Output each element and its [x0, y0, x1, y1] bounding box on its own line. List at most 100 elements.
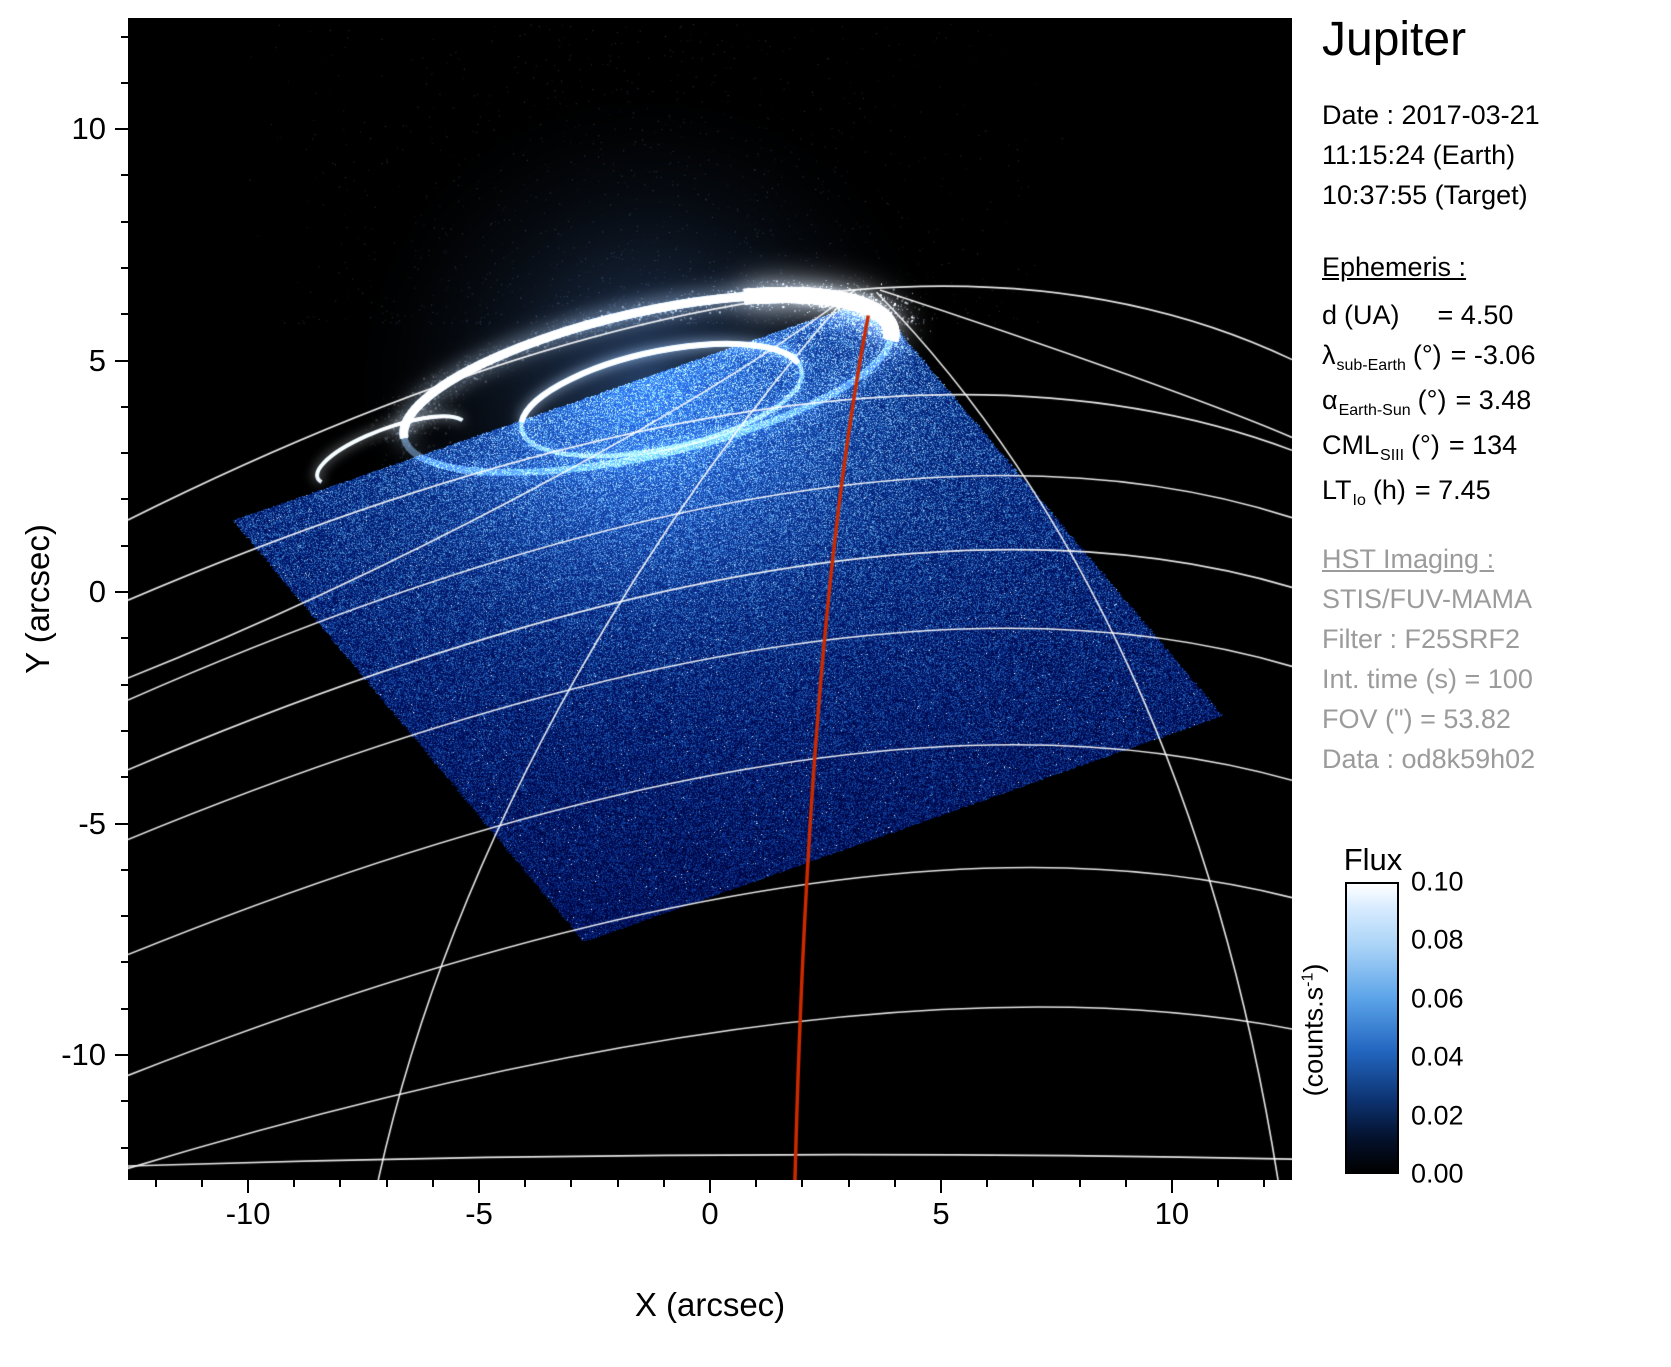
- y-minor-tick: [121, 730, 128, 732]
- y-major-tick: [115, 128, 128, 130]
- y-minor-tick: [121, 452, 128, 454]
- ephemeris-row-distance: d (UA) = 4.50: [1322, 295, 1666, 335]
- x-minor-tick: [755, 1180, 757, 1187]
- x-minor-tick: [1079, 1180, 1081, 1187]
- x-major-tick: [1171, 1180, 1173, 1193]
- x-axis-title: X (arcsec): [635, 1286, 785, 1324]
- x-minor-tick: [293, 1180, 295, 1187]
- y-minor-tick: [121, 221, 128, 223]
- ephemeris-heading: Ephemeris :: [1322, 247, 1666, 287]
- y-major-tick: [115, 823, 128, 825]
- ephemeris-unit: (°): [1413, 340, 1442, 370]
- y-tick-label: -10: [61, 1037, 106, 1073]
- y-minor-tick: [121, 1008, 128, 1010]
- hst-line-instrument: STIS/FUV-MAMA: [1322, 579, 1666, 619]
- aurora-image-canvas: [128, 18, 1292, 1180]
- x-minor-tick: [570, 1180, 572, 1187]
- x-minor-tick: [848, 1180, 850, 1187]
- x-major-tick: [478, 1180, 480, 1193]
- x-major-tick: [709, 1180, 711, 1193]
- colorbar-tick-label: 0.08: [1411, 925, 1464, 956]
- hst-line-data-id: Data : od8k59h02: [1322, 739, 1666, 779]
- ephemeris-value: = 4.50: [1438, 300, 1514, 330]
- ephemeris-subscript: Earth-Sun: [1339, 402, 1411, 419]
- y-minor-tick: [121, 545, 128, 547]
- page-title: Jupiter: [1322, 14, 1666, 67]
- y-tick-label: 10: [72, 111, 106, 147]
- ephemeris-value: = 7.45: [1415, 475, 1491, 505]
- ephemeris-unit: (UA): [1344, 300, 1400, 330]
- y-minor-tick: [121, 1147, 128, 1149]
- x-minor-tick: [201, 1180, 203, 1187]
- hst-line-filter: Filter : F25SRF2: [1322, 619, 1666, 659]
- colorbar-tick-label: 0.00: [1411, 1159, 1464, 1190]
- ephemeris-row-lt-io: LTIo (h) = 7.45: [1322, 470, 1666, 515]
- x-tick-label: -5: [465, 1196, 493, 1232]
- ephemeris-row-alpha-earth-sun: αEarth-Sun (°) = 3.48: [1322, 380, 1666, 425]
- y-tick-label: 5: [89, 343, 106, 379]
- x-minor-tick: [1032, 1180, 1034, 1187]
- ephemeris-subscript: sub-Earth: [1337, 357, 1406, 374]
- x-tick-label: 10: [1155, 1196, 1189, 1232]
- ephemeris-symbol: CML: [1322, 430, 1379, 460]
- x-minor-tick: [617, 1180, 619, 1187]
- y-minor-tick: [121, 82, 128, 84]
- time-earth-line: 11:15:24 (Earth): [1322, 135, 1666, 175]
- x-major-tick: [247, 1180, 249, 1193]
- ephemeris-unit: (h): [1373, 475, 1406, 505]
- y-minor-tick: [121, 961, 128, 963]
- hst-imaging-heading: HST Imaging :: [1322, 539, 1666, 579]
- hst-line-int-time: Int. time (s) = 100: [1322, 659, 1666, 699]
- hst-line-fov: FOV (") = 53.82: [1322, 699, 1666, 739]
- ephemeris-unit: (°): [1411, 430, 1440, 460]
- x-minor-tick: [386, 1180, 388, 1187]
- colorbar-title: Flux: [1327, 842, 1419, 878]
- colorbar-unit-superscript: -1: [1300, 973, 1317, 987]
- y-minor-tick: [121, 313, 128, 315]
- x-minor-tick: [1125, 1180, 1127, 1187]
- time-target-line: 10:37:55 (Target): [1322, 175, 1666, 215]
- x-minor-tick: [801, 1180, 803, 1187]
- ephemeris-subscript: SIII: [1380, 447, 1404, 464]
- y-minor-tick: [121, 36, 128, 38]
- y-tick-label: 0: [89, 574, 106, 610]
- colorbar-gradient: [1345, 882, 1399, 1174]
- colorbar-unit-suffix: ): [1299, 964, 1329, 973]
- y-major-tick: [115, 591, 128, 593]
- y-minor-tick: [121, 498, 128, 500]
- ephemeris-subscript: Io: [1353, 492, 1366, 509]
- x-minor-tick: [663, 1180, 665, 1187]
- ephemeris-symbol: α: [1322, 385, 1338, 415]
- y-major-tick: [115, 360, 128, 362]
- x-minor-tick: [155, 1180, 157, 1187]
- plot-area: [128, 18, 1292, 1180]
- ephemeris-rows: d (UA) = 4.50 λsub-Earth (°) = -3.06 αEarth-…: [1322, 295, 1666, 515]
- y-minor-tick: [121, 174, 128, 176]
- y-minor-tick: [121, 915, 128, 917]
- y-minor-tick: [121, 406, 128, 408]
- y-minor-tick: [121, 1100, 128, 1102]
- date-block: Date : 2017-03-21 11:15:24 (Earth) 10:37…: [1322, 95, 1666, 215]
- y-minor-tick: [121, 267, 128, 269]
- x-minor-tick: [1263, 1180, 1265, 1187]
- y-axis-title: Y (arcsec): [19, 524, 57, 674]
- ephemeris-symbol: d: [1322, 300, 1337, 330]
- y-minor-tick: [121, 869, 128, 871]
- x-tick-label: 5: [932, 1196, 949, 1232]
- date-line: Date : 2017-03-21: [1322, 95, 1666, 135]
- x-minor-tick: [432, 1180, 434, 1187]
- ephemeris-row-cml: CMLSIII (°) = 134: [1322, 425, 1666, 470]
- y-minor-tick: [121, 637, 128, 639]
- colorbar-tick-label: 0.06: [1411, 983, 1464, 1014]
- colorbar-unit-label: (counts.s-1): [1299, 964, 1330, 1097]
- x-tick-label: -10: [226, 1196, 271, 1232]
- y-tick-label: -5: [78, 806, 106, 842]
- info-panel: Jupiter Date : 2017-03-21 11:15:24 (Eart…: [1322, 14, 1666, 779]
- y-major-tick: [115, 1054, 128, 1056]
- colorbar-tick-label: 0.02: [1411, 1100, 1464, 1131]
- ephemeris-value: = 134: [1449, 430, 1517, 460]
- ephemeris-value: = 3.48: [1455, 385, 1531, 415]
- y-minor-tick: [121, 776, 128, 778]
- y-minor-tick: [121, 684, 128, 686]
- ephemeris-symbol: λ: [1322, 340, 1336, 370]
